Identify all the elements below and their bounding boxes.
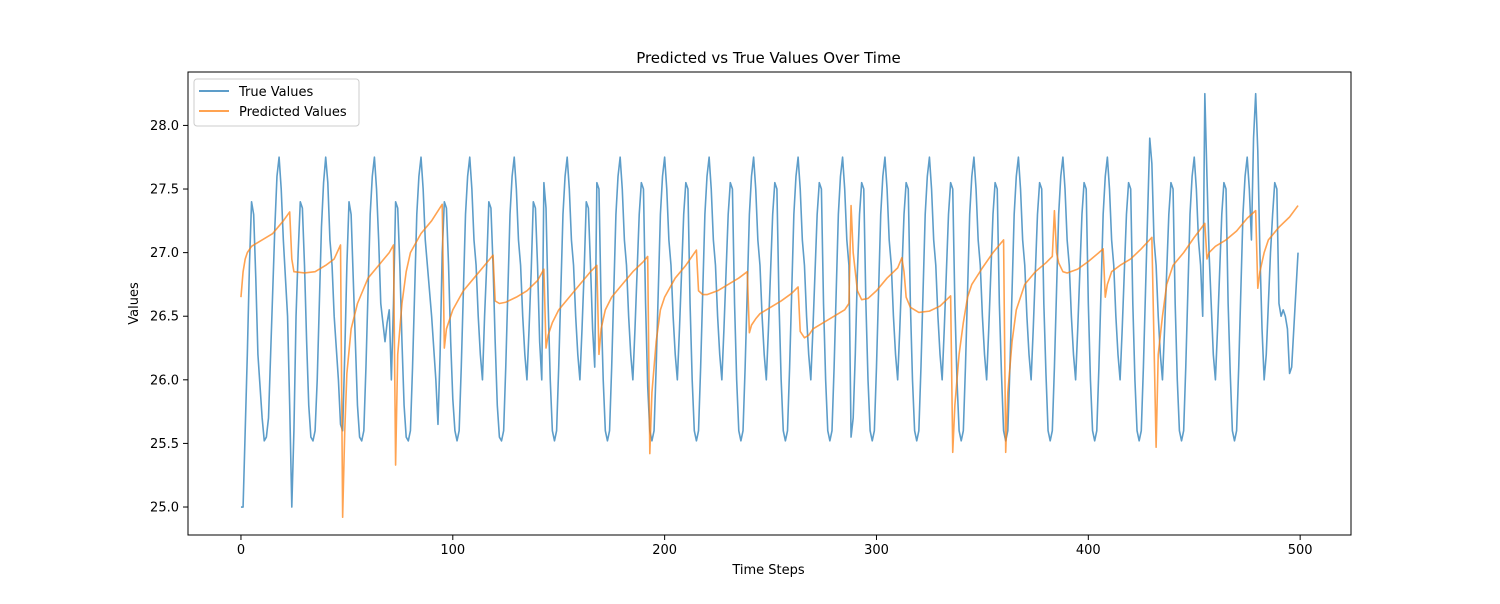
x-tick-label: 300 xyxy=(864,543,889,558)
x-axis: 0 100 200 300 400 500 xyxy=(237,535,1313,558)
x-tick-label: 200 xyxy=(652,543,677,558)
series-line-predicted-values xyxy=(240,203,1299,518)
y-tick-label: 28.0 xyxy=(150,119,179,134)
x-tick-label: 100 xyxy=(440,543,465,558)
legend-box xyxy=(193,78,360,127)
x-tick-label: 500 xyxy=(1288,543,1313,558)
x-tick-label: 400 xyxy=(1076,543,1101,558)
y-axis-label: Values xyxy=(127,282,142,325)
series-line-true-values xyxy=(240,92,1299,508)
y-tick-label: 26.5 xyxy=(150,310,179,325)
plot-area xyxy=(187,71,1352,536)
y-tick-label: 27.0 xyxy=(150,246,179,261)
y-axis: 25.0 25.5 26.0 26.5 27.0 27.5 28.0 xyxy=(150,119,188,516)
legend: True Values Predicted Values xyxy=(193,78,360,127)
y-tick-label: 26.0 xyxy=(150,373,179,388)
chart-title: Predicted vs True Values Over Time xyxy=(636,49,901,67)
legend-label-true-values: True Values xyxy=(238,85,313,100)
y-tick-label: 25.5 xyxy=(150,437,179,452)
axes-frame xyxy=(187,71,1352,536)
x-axis-label: Time Steps xyxy=(731,563,805,578)
y-tick-label: 25.0 xyxy=(150,501,179,516)
y-tick-label: 27.5 xyxy=(150,183,179,198)
x-tick-label: 0 xyxy=(237,543,245,558)
legend-label-predicted-values: Predicted Values xyxy=(239,105,347,120)
series-layer xyxy=(240,92,1299,518)
